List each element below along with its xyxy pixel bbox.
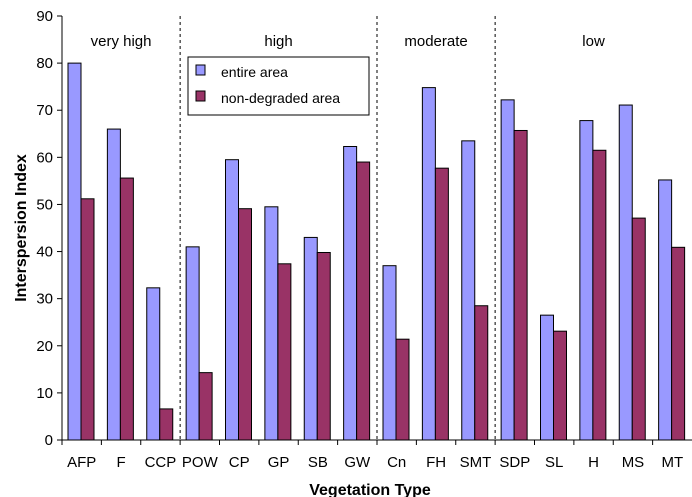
bar-entire-ccp <box>146 287 161 441</box>
x-tick-label-sl: SL <box>545 454 563 471</box>
y-tick-label: 90 <box>36 8 53 25</box>
x-tick-label-gw: GW <box>344 454 371 471</box>
bar-non-degraded-gp <box>277 263 292 441</box>
x-tick-label-afp: AFP <box>67 454 96 471</box>
y-axis-title: Interspersion Index <box>13 154 30 302</box>
group-dividers <box>179 16 496 440</box>
x-tick-label-f: F <box>116 454 125 471</box>
x-tick-label-ccp: CCP <box>145 454 177 471</box>
x-tick-label-sb: SB <box>308 454 328 471</box>
bar-non-degraded-mt <box>671 246 686 441</box>
bar-non-degraded-h <box>592 149 607 441</box>
bar-non-degraded-f <box>119 177 134 441</box>
legend: entire area non-degraded area <box>187 56 370 116</box>
bar-non-degraded-cp <box>238 208 252 441</box>
y-tick-label: 60 <box>36 149 53 166</box>
bar-entire-afp <box>67 62 82 441</box>
x-tick-label-sdp: SDP <box>499 454 530 471</box>
bar-entire-f <box>106 128 121 441</box>
bar-non-degraded-gw <box>356 161 371 441</box>
legend-label-non-degraded-area: non-degraded area <box>221 90 340 106</box>
bar-non-degraded-ms <box>631 217 646 441</box>
group-label-high: high <box>264 33 292 50</box>
x-tick-label-mt: MT <box>661 454 683 471</box>
x-tick-label-ms: MS <box>622 454 645 471</box>
x-tick-label-smt: SMT <box>460 454 492 471</box>
bar-entire-sl <box>540 314 554 441</box>
bar-entire-gw <box>343 145 358 441</box>
bar-entire-fh <box>421 87 436 441</box>
legend-label-entire-area: entire area <box>221 64 288 80</box>
group-label-low: low <box>582 33 605 50</box>
bars-layer <box>67 62 686 441</box>
x-tick-label-cp: CP <box>229 454 250 471</box>
legend-box <box>187 56 370 116</box>
bar-non-degraded-pow <box>198 372 213 441</box>
group-label-very-high: very high <box>91 33 152 50</box>
y-tick-label: 70 <box>36 102 53 119</box>
x-tick-label-gp: GP <box>268 454 290 471</box>
bar-entire-h <box>579 120 594 441</box>
axes-layer <box>57 15 692 445</box>
group-label-moderate: moderate <box>404 33 467 50</box>
bar-entire-pow <box>185 246 200 441</box>
y-tick-label: 0 <box>45 432 53 449</box>
bar-non-degraded-cn <box>395 338 410 441</box>
bar-entire-gp <box>264 206 279 441</box>
bar-non-degraded-sl <box>553 330 567 441</box>
bar-entire-ms <box>618 104 633 441</box>
x-tick-label-fh: FH <box>426 454 446 471</box>
bar-entire-sdp <box>500 99 515 441</box>
x-tick-label-h: H <box>588 454 599 471</box>
group-labels-layer: very high high moderate low <box>91 33 605 50</box>
bar-entire-cn <box>382 265 397 441</box>
y-tick-label: 80 <box>36 55 53 72</box>
y-tick-label: 40 <box>36 244 53 261</box>
bar-non-degraded-fh <box>434 167 449 441</box>
x-axis-title: Vegetation Type <box>309 482 431 497</box>
bar-non-degraded-smt <box>474 305 489 441</box>
legend-swatch-non-degraded-area <box>195 90 206 102</box>
legend-swatch-entire-area <box>195 64 206 76</box>
bar-entire-sb <box>303 236 318 441</box>
bar-non-degraded-afp <box>80 198 95 441</box>
bar-non-degraded-sb <box>316 251 331 441</box>
bar-non-degraded-ccp <box>159 408 174 441</box>
x-tick-label-cn: Cn <box>387 454 406 471</box>
tick-labels-layer: 0 10 20 30 40 50 60 70 80 90 AFP F CCP POW CP GP SB GW Cn F… <box>36 8 683 471</box>
bar-non-degraded-sdp <box>513 129 528 441</box>
bar-entire-mt <box>658 179 673 441</box>
y-tick-label: 20 <box>36 338 53 355</box>
y-tick-label: 10 <box>36 385 53 402</box>
y-tick-label: 50 <box>36 196 53 213</box>
bar-entire-smt <box>461 140 476 441</box>
bar-entire-cp <box>225 159 239 441</box>
y-tick-label: 30 <box>36 291 53 308</box>
x-tick-label-pow: POW <box>182 454 219 471</box>
